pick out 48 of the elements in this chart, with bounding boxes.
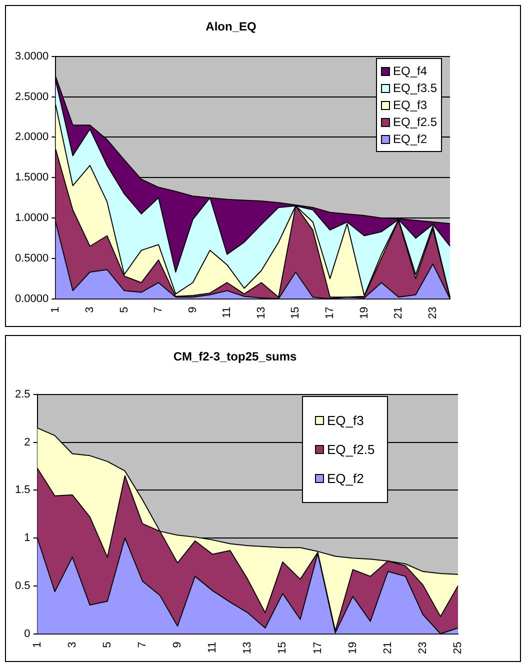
x-tick-label: 11	[221, 306, 234, 318]
chart-title: CM_f2-3_top25_sums	[173, 350, 298, 364]
legend-label: EQ_f4	[393, 64, 428, 78]
x-tick-label: 3	[66, 642, 78, 648]
x-tick-label: 21	[392, 306, 405, 320]
legend-label: EQ_f2	[327, 471, 364, 486]
x-tick-label: 15	[290, 306, 302, 320]
x-tick-label: 23	[416, 642, 429, 654]
legend-label: EQ_f3	[327, 413, 364, 428]
y-tick-label: 3.0000	[14, 50, 49, 62]
x-tick-label: 17	[312, 642, 324, 654]
x-tick-label: 19	[346, 642, 359, 654]
x-tick-label: 9	[186, 306, 199, 313]
legend-label: EQ_f2.5	[393, 115, 438, 130]
x-tick-label: 15	[276, 642, 289, 654]
x-tick-label: 25	[452, 642, 464, 654]
legend-label: EQ_f3	[393, 98, 428, 112]
x-tick-label: 7	[152, 306, 165, 313]
x-tick-label: 13	[242, 642, 254, 654]
x-tick-label: 13	[255, 306, 268, 320]
y-tick-label: 0.5000	[14, 252, 49, 264]
y-tick-label: 0.0000	[14, 292, 49, 305]
y-tick-label: 1.5	[14, 484, 30, 496]
x-tick-label: 17	[324, 306, 336, 320]
chart-title: Alon_EQ	[206, 20, 256, 34]
y-tick-label: 0.5	[14, 580, 30, 592]
x-tick-label: 5	[101, 642, 114, 648]
x-tick-label: 3	[84, 306, 96, 313]
x-tick-label: 1	[50, 306, 62, 313]
x-tick-label: 1	[31, 642, 44, 648]
x-tick-label: 5	[118, 306, 130, 313]
y-tick-label: 2.5	[14, 388, 30, 400]
legend-label: EQ_f2.5	[327, 442, 375, 458]
legend-label: EQ_f2	[393, 132, 428, 146]
x-tick-label: 21	[382, 642, 394, 654]
y-tick-label: 0	[24, 628, 30, 640]
y-tick-label: 2.5000	[14, 90, 49, 103]
y-tick-label: 2	[24, 436, 30, 448]
x-tick-label: 23	[426, 306, 439, 320]
x-tick-label: 9	[172, 642, 184, 648]
legend-label: EQ_f3.5	[393, 81, 438, 96]
y-tick-label: 1.0000	[14, 212, 49, 224]
y-tick-label: 1.5000	[14, 172, 49, 184]
y-tick-label: 2.0000	[14, 131, 49, 144]
x-tick-label: 19	[358, 306, 370, 320]
x-tick-label: 7	[136, 642, 148, 648]
x-tick-label: 11	[206, 642, 219, 654]
y-tick-label: 1	[24, 532, 30, 544]
